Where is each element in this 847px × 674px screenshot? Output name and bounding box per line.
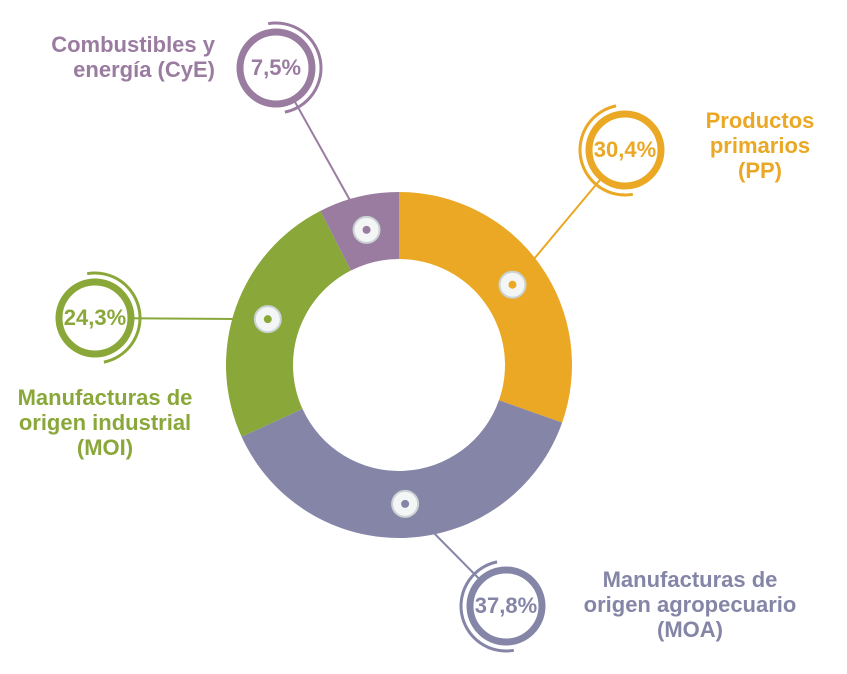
category-label: Manufacturas de origen agropecuario (MOA…	[583, 567, 797, 642]
value-label: 37,8%	[475, 593, 537, 618]
marker-dot	[263, 315, 272, 324]
bubble-ring	[459, 559, 553, 653]
bubble	[236, 28, 316, 108]
bubble-ring	[578, 103, 672, 197]
donut-segment	[399, 192, 572, 423]
value-label: 7,5%	[251, 55, 301, 80]
category-label: Combustibles y energía (CyE)	[51, 32, 215, 82]
marker-dot	[362, 225, 371, 234]
bubble	[585, 110, 665, 190]
category-label: Productos primarios (PP)	[705, 108, 815, 183]
bubble	[55, 278, 135, 358]
value-label: 24,3%	[64, 305, 126, 330]
marker-dot	[401, 499, 410, 508]
marker-dot	[508, 280, 517, 289]
donut-segment	[226, 210, 351, 437]
value-label: 30,4%	[594, 137, 656, 162]
bubble	[466, 566, 546, 646]
donut-segment	[241, 400, 563, 539]
category-label: Manufacturas de origen industrial (MOI)	[17, 385, 193, 460]
bubble-ring	[48, 271, 142, 365]
